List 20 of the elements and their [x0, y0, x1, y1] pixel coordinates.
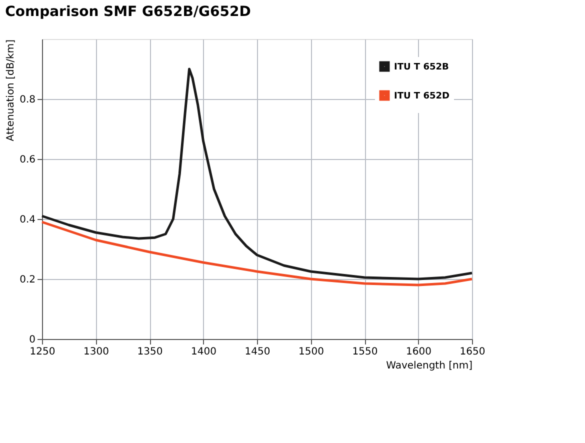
y-tick-label: 0.4: [20, 214, 36, 226]
x-tick-label: 1600: [406, 346, 432, 358]
chart-title: Comparison SMF G652B/G652D: [5, 4, 251, 20]
y-tick-label: 0.2: [20, 274, 36, 286]
x-tick-label: 1550: [352, 346, 378, 358]
x-tick-label: 1300: [84, 346, 109, 358]
y-tick-label: 0.6: [20, 154, 36, 166]
legend-label: ITU T 652B: [394, 62, 449, 72]
x-tick-label: 1450: [244, 346, 270, 358]
x-tick-label: 1500: [298, 346, 324, 358]
x-axis-title: Wavelength [nm]: [386, 360, 473, 372]
y-axis-title: Attenuation [dB/km]: [6, 39, 17, 142]
y-tick-label: 0: [29, 334, 36, 346]
y-tick-label: 0.8: [20, 94, 36, 106]
x-tick-label: 1350: [137, 346, 163, 358]
x-tick-label: 1250: [30, 346, 56, 358]
legend-label: ITU T 652D: [394, 92, 450, 102]
x-tick-label: 1400: [191, 346, 216, 358]
line-series: [40, 220, 474, 286]
x-tick-label: 1650: [460, 346, 486, 358]
